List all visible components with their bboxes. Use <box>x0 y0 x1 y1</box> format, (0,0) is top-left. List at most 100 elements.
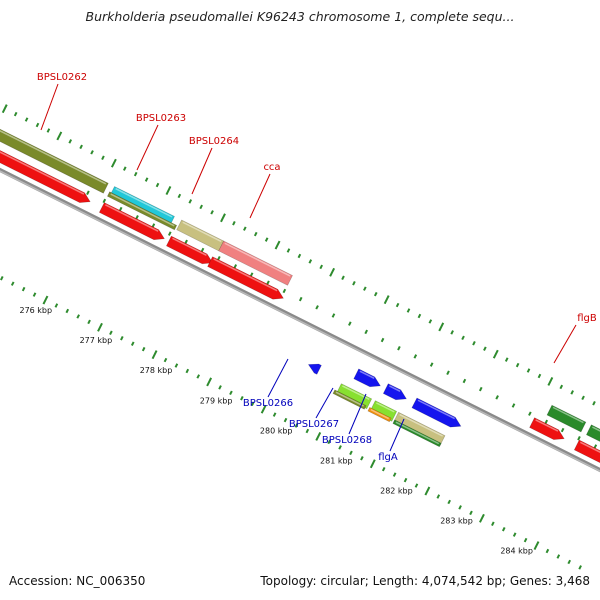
reverse-tick-mark <box>10 281 15 286</box>
kbp-tick-label: 279 kbp <box>200 396 233 405</box>
forward-tick-mark <box>68 139 73 144</box>
kbp-tick-label: 283 kbp <box>440 516 473 525</box>
forward-tick-mark <box>537 373 542 379</box>
reverse-tick-mark <box>533 541 540 551</box>
reverse-tick-mark <box>424 486 431 496</box>
forward-tick-mark <box>264 237 269 242</box>
forward-tick-mark <box>56 131 63 141</box>
gene-bar-BPSL0268-sub-highlight <box>370 408 390 420</box>
reverse-tick-mark <box>447 499 451 505</box>
reverse-tick-mark <box>578 565 582 570</box>
forward-inner-tick <box>86 190 90 195</box>
gene-label-flgB: flgB <box>577 313 597 324</box>
reverse-tick-mark <box>338 445 342 450</box>
gene-bar-BPSL0262 <box>0 128 109 194</box>
forward-tick-mark <box>492 349 499 359</box>
forward-tick-mark <box>483 346 487 351</box>
forward-inner-tick <box>577 436 581 441</box>
cds-arrow-BPSL0263 <box>98 202 165 241</box>
forward-tick-mark <box>438 322 445 332</box>
reverse-tick-mark <box>151 350 158 360</box>
forward-tick-mark <box>144 177 149 182</box>
forward-tick-mark <box>297 253 302 259</box>
forward-inner-tick <box>167 231 172 236</box>
forward-tick-mark <box>592 401 596 406</box>
gene-label-BPSL0262-leader <box>40 83 59 131</box>
forward-tick-mark <box>165 186 172 195</box>
forward-inner-tick <box>135 215 139 220</box>
forward-tick-mark <box>417 313 422 319</box>
forward-inner-tick <box>462 378 467 384</box>
forward-inner-tick <box>429 362 434 367</box>
cds-arrow-small <box>307 363 322 375</box>
forward-tick-mark <box>352 281 356 286</box>
forward-tick-mark <box>526 368 531 373</box>
reverse-tick-mark <box>369 459 376 469</box>
forward-inner-tick <box>397 345 401 351</box>
map-title: Burkholderia pseudomallei K96243 chromos… <box>85 9 515 24</box>
forward-tick-mark <box>199 204 203 210</box>
gene-bar-cca-highlight <box>224 242 291 277</box>
reverse-tick-mark <box>65 308 70 314</box>
forward-inner-tick <box>118 206 123 212</box>
gene-bar-flgA-sub <box>392 419 442 448</box>
gene-bar-cca <box>218 240 293 286</box>
forward-tick-mark <box>1 104 8 114</box>
forward-inner-tick <box>348 321 352 326</box>
forward-inner-tick <box>184 239 188 245</box>
reverse-tick-mark <box>567 559 572 565</box>
gene-label-flgB-leader <box>553 324 577 364</box>
reverse-tick-mark <box>403 477 408 483</box>
gene-label-cca-leader <box>249 173 271 219</box>
forward-inner-tick <box>511 403 516 408</box>
kbp-tick-label: 281 kbp <box>320 456 353 465</box>
reverse-tick-mark <box>436 494 441 499</box>
genome-stats-label: Topology: circular; Length: 4,074,542 bp… <box>260 574 590 588</box>
forward-tick-mark <box>243 226 247 231</box>
cds-arrow-next-highlight <box>579 441 600 453</box>
forward-tick-mark <box>559 384 564 390</box>
forward-tick-mark <box>253 231 258 237</box>
cds-arrow-BPSL0263-highlight <box>105 204 159 232</box>
forward-tick-mark <box>13 111 18 117</box>
forward-inner-tick <box>102 198 107 204</box>
forward-tick-mark <box>428 319 433 324</box>
forward-inner-tick <box>298 296 303 302</box>
gene-bar-BPSL0263-sub-highlight <box>110 193 175 227</box>
reverse-tick-mark <box>392 472 397 477</box>
forward-tick-mark <box>177 193 182 199</box>
forward-tick-mark <box>373 291 378 297</box>
reverse-tick-mark <box>501 526 506 532</box>
kbp-tick-label: 284 kbp <box>500 547 533 556</box>
forward-inner-tick <box>151 223 156 228</box>
reverse-tick-mark <box>141 346 146 352</box>
gene-bar-next-highlight <box>592 426 600 432</box>
reverse-tick-mark <box>206 377 213 387</box>
gene-bar-flgB <box>546 404 587 433</box>
gene-bar-BPSL0263-sub <box>106 191 178 231</box>
cds-arrow-next <box>573 439 600 464</box>
reverse-tick-mark <box>349 450 353 456</box>
forward-tick-mark <box>79 144 83 150</box>
reverse-tick-mark <box>479 513 485 523</box>
forward-tick-mark <box>220 213 226 223</box>
feature-layer <box>0 128 600 464</box>
forward-tick-mark <box>101 155 105 160</box>
cds-arrow-cca <box>207 256 284 300</box>
reverse-tick-mark <box>469 510 473 516</box>
gene-label-BPSL0266-leader <box>267 358 289 398</box>
forward-tick-mark <box>308 259 313 264</box>
cds-arrow-flgA-highlight <box>417 399 455 420</box>
accession-label: Accession: NC_006350 <box>9 574 146 588</box>
gene-label-BPSL0268: BPSL0268 <box>322 435 372 446</box>
reverse-tick-mark <box>87 319 91 325</box>
forward-tick-mark <box>188 199 193 204</box>
forward-tick-mark <box>110 158 117 168</box>
cds-arrow-flgB <box>529 417 565 440</box>
cds-arrow-BPSL0264 <box>165 235 214 265</box>
kbp-tick-label: 280 kbp <box>260 426 293 435</box>
forward-tick-mark <box>46 128 51 133</box>
gene-label-cca: cca <box>263 162 280 173</box>
